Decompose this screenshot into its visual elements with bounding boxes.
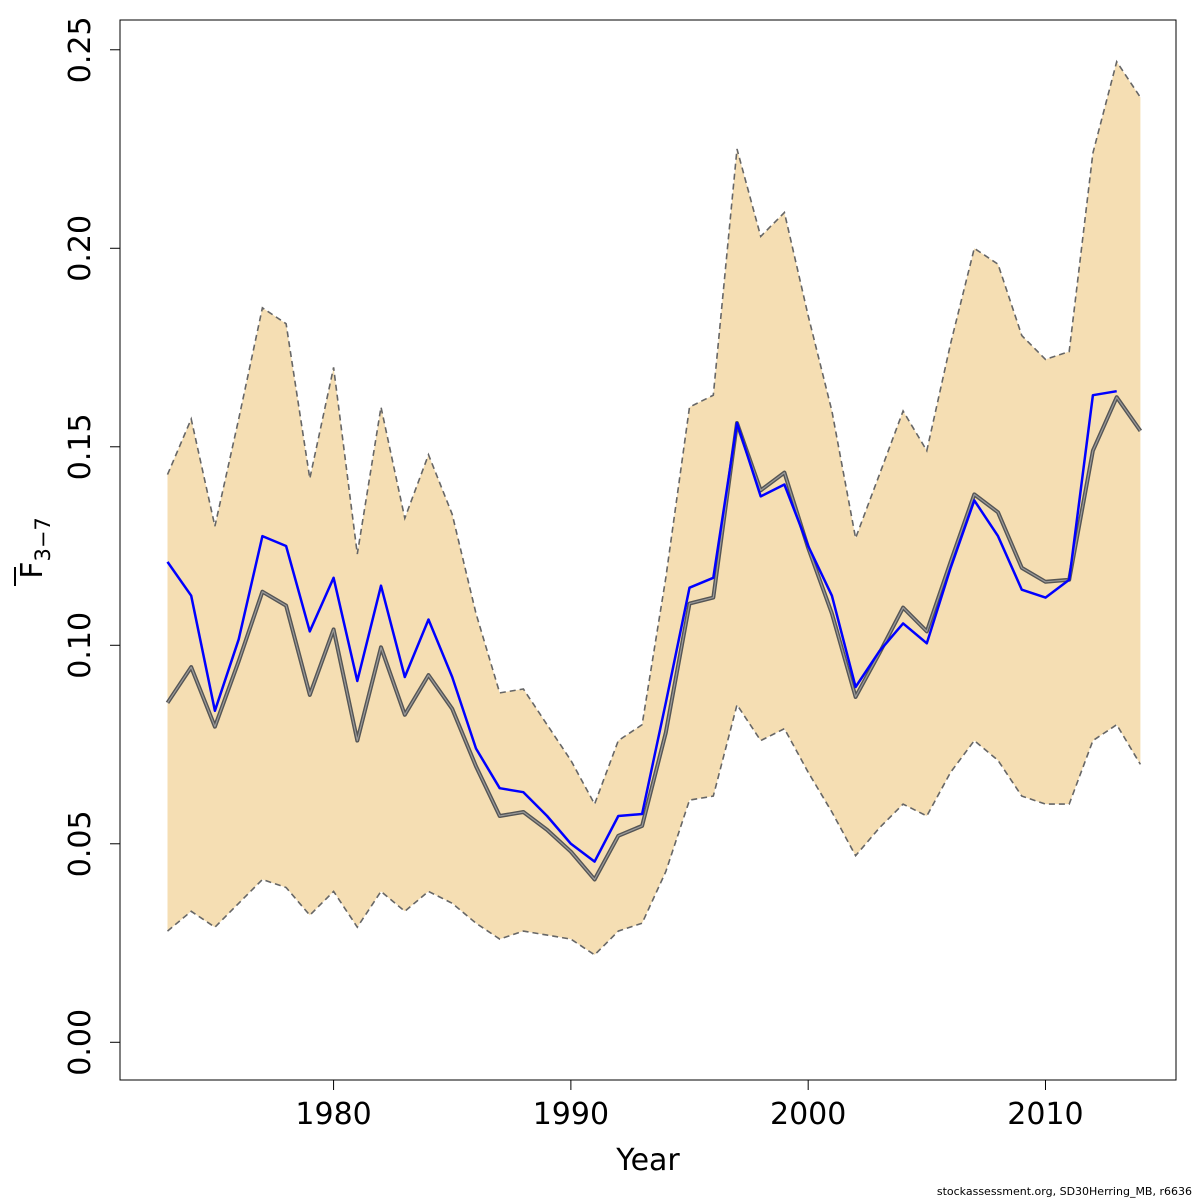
x-tick-label: 1980 <box>295 1097 371 1132</box>
y-tick-label: 0.15 <box>63 413 98 480</box>
y-axis-title-main: F <box>15 562 50 579</box>
y-tick-label: 0.20 <box>63 215 98 282</box>
y-tick-label: 0.25 <box>63 16 98 83</box>
confidence-band <box>167 61 1141 955</box>
series-2-line <box>166 389 1117 863</box>
band-upper-edge <box>166 59 1142 807</box>
y-tick-label: 0.10 <box>63 612 98 679</box>
series-layer <box>165 389 1143 882</box>
confidence-band-layer <box>166 59 1142 956</box>
y-tick-label: 0.05 <box>63 810 98 877</box>
y-axis-title-sub: 3−7 <box>31 517 55 561</box>
x-tick-label: 1990 <box>533 1097 609 1132</box>
y-axis: 0.00 0.05 0.10 0.15 0.20 0.25 <box>63 16 121 1076</box>
x-tick-label: 2010 <box>1007 1097 1083 1132</box>
y-axis-title: F3−7 <box>14 517 55 586</box>
y-tick-label: 0.00 <box>63 1009 98 1076</box>
x-axis: 1980 1990 2000 2010 <box>295 1079 1084 1132</box>
svg-text:F3−7: F3−7 <box>15 517 55 579</box>
x-tick-label: 2000 <box>770 1097 846 1132</box>
footer-credit: stockassessment.org, SD30Herring_MB, r66… <box>936 1185 1192 1198</box>
series-1-line <box>167 396 1141 881</box>
band-lower-edge <box>166 702 1142 956</box>
x-axis-title: Year <box>615 1143 680 1178</box>
